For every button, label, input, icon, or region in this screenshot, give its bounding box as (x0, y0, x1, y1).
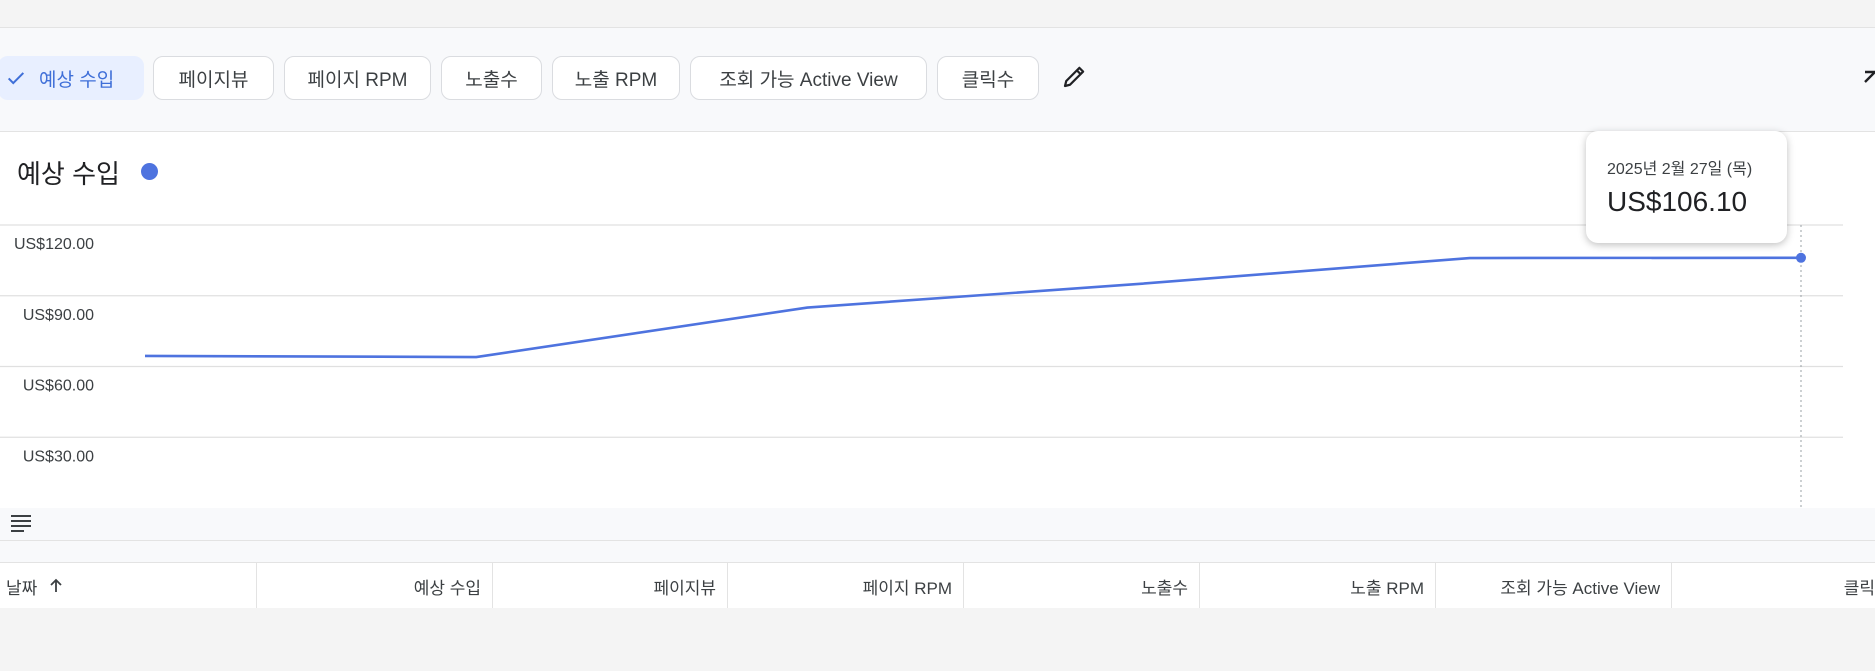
chip-label: 노출수 (465, 69, 518, 91)
divider (0, 540, 1875, 541)
edit-metrics-button[interactable] (1058, 59, 1092, 93)
col-header-estimated-earnings[interactable]: 예상 수입 (257, 563, 492, 609)
chip-clicks[interactable]: 클릭수 (937, 56, 1039, 100)
chip-impressions[interactable]: 노출수 (441, 56, 542, 100)
col-header-impressions[interactable]: 노출수 (964, 563, 1199, 609)
col-header-impression-rpm[interactable]: 노출 RPM (1200, 563, 1435, 609)
top-strip (0, 0, 1875, 20)
column-divider (1199, 563, 1200, 609)
chip-estimated-earnings[interactable]: 예상 수입 (0, 56, 144, 100)
tooltip-value: US$106.10 (1607, 186, 1748, 217)
chip-active-view[interactable]: 조회 가능 Active View (690, 56, 927, 100)
table-header: 날짜 예상 수입 페이지뷰 페이지 RPM 노출수 노출 RPM 조회 가능 A… (0, 562, 1875, 609)
chip-label: 페이지 RPM (307, 69, 408, 91)
chip-label: 예상 수입 (39, 69, 115, 91)
col-header-label: 날짜 (6, 578, 38, 598)
page-background (0, 608, 1875, 671)
chip-label: 노출 RPM (574, 69, 658, 91)
chip-impression-rpm[interactable]: 노출 RPM (552, 56, 680, 100)
col-header-page-rpm[interactable]: 페이지 RPM (728, 563, 963, 609)
col-header-label: 페이지 RPM (862, 578, 952, 598)
column-divider (256, 563, 257, 609)
col-header-label: 노출 RPM (1350, 578, 1424, 598)
col-header-label: 예상 수입 (413, 578, 481, 598)
divider (0, 27, 1875, 28)
col-header-clicks[interactable]: 클릭 (1672, 563, 1875, 609)
tooltip-date: 2025년 2월 27일 (목) (1607, 161, 1753, 178)
pencil-icon (1063, 66, 1085, 88)
x-axis-band (0, 508, 1875, 563)
chip-label: 조회 가능 Active View (719, 69, 898, 91)
series-color-dot (141, 163, 158, 180)
column-divider (1671, 563, 1672, 609)
sort-ascending-icon (50, 578, 62, 592)
chip-label: 페이지뷰 (178, 69, 249, 91)
chart-metric-title: 예상 수입 (17, 159, 120, 189)
column-divider (492, 563, 493, 609)
column-divider (1435, 563, 1436, 609)
col-header-label: 페이지뷰 (653, 578, 716, 598)
col-header-label: 클릭 (1843, 578, 1875, 598)
chip-pageviews[interactable]: 페이지뷰 (153, 56, 274, 100)
col-header-active-view[interactable]: 조회 가능 Active View (1436, 563, 1671, 609)
col-header-pageviews[interactable]: 페이지뷰 (493, 563, 727, 609)
chip-page-rpm[interactable]: 페이지 RPM (284, 56, 431, 100)
col-header-date[interactable]: 날짜 (0, 563, 256, 609)
column-divider (963, 563, 964, 609)
chart-tooltip: 2025년 2월 27일 (목) US$106.10 (1586, 131, 1787, 243)
col-header-label: 노출수 (1141, 578, 1188, 598)
collapse-icon (1864, 70, 1875, 83)
check-icon (7, 72, 25, 85)
chip-label: 클릭수 (961, 69, 1015, 91)
list-view-icon[interactable] (11, 514, 31, 532)
column-divider (727, 563, 728, 609)
metric-chip-bar: 예상 수입 페이지뷰 페이지 RPM 노출수 노출 RPM 조회 가능 Acti… (0, 28, 1875, 132)
menu-lines-icon (11, 515, 31, 532)
collapse-button[interactable] (1863, 64, 1875, 88)
col-header-label: 조회 가능 Active View (1500, 578, 1660, 598)
